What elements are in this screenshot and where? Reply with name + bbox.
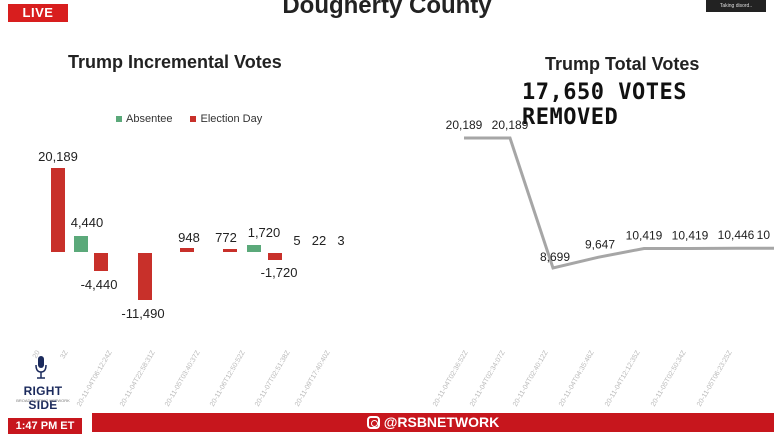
- total-x-tick-1: 20-11-04T02:34:07Z: [469, 349, 507, 408]
- incremental-x-tick-4: 20-11-05T03:40:37Z: [164, 349, 202, 408]
- time-badge: 1:47 PM ET: [8, 418, 82, 434]
- total-x-tick-6: 20-11-05T06:23:25Z: [696, 349, 734, 408]
- logo-text: RIGHT SIDE: [23, 384, 63, 412]
- total-point-label-4: 10,419: [626, 229, 663, 243]
- ticker-handle-text: @RSBNETWORK: [383, 414, 500, 430]
- total-point-label-7: 10: [757, 228, 771, 242]
- incremental-bar-label-0: 20,189: [38, 149, 78, 164]
- microphone-icon: [35, 356, 47, 379]
- incremental-bar-7: [268, 253, 282, 260]
- incremental-x-tick-7: 20-11-09T17:40:40Z: [294, 349, 332, 408]
- total-point-label-6: 10,446: [718, 228, 755, 242]
- ticker-bar: @RSBNETWORK: [92, 413, 774, 432]
- page-title: Dougherty County: [282, 0, 492, 19]
- incremental-x-tick-1: 3Z: [60, 349, 71, 360]
- rsbn-logo: RIGHT SIDE BROADCASTING NETWORK: [6, 356, 78, 426]
- incremental-bar-label-5: 772: [215, 230, 237, 245]
- live-badge: LIVE: [8, 4, 68, 22]
- legend-item-absentee: Absentee: [116, 113, 172, 125]
- incremental-bar-5: [223, 249, 237, 252]
- legend-item-election-day: Election Day: [190, 113, 262, 125]
- total-x-tick-0: 20-11-04T02:36:52Z: [432, 349, 470, 408]
- incremental-chart-title: Trump Incremental Votes: [68, 52, 282, 72]
- incremental-bar-label-7: -1,720: [261, 265, 298, 280]
- incremental-bar-label-4: 948: [178, 230, 200, 245]
- total-votes-line: [464, 136, 774, 270]
- logo-subtext: BROADCASTING NETWORK: [16, 398, 70, 403]
- total-point-label-1: 20,189: [492, 118, 529, 132]
- incremental-bar-label-10: 3: [337, 233, 344, 248]
- instagram-icon: [366, 416, 380, 429]
- ticker-handle[interactable]: @RSBNETWORK: [92, 413, 774, 432]
- incremental-bar-label-9: 22: [312, 233, 326, 248]
- total-x-tick-2: 20-11-04T02:40:12Z: [512, 349, 550, 408]
- total-x-tick-3: 20-11-04T04:35:46Z: [558, 349, 596, 408]
- election-day-swatch: [190, 116, 197, 122]
- incremental-x-tick-3: 20-11-04T22:58:31Z: [119, 349, 157, 408]
- total-x-tick-4: 20-11-04T12:12:35Z: [604, 349, 642, 408]
- total-point-label-0: 20,189: [446, 118, 483, 132]
- corner-caption: Taking disord..: [706, 0, 766, 12]
- total-point-label-3: 9,647: [585, 237, 615, 251]
- total-point-label-5: 10,419: [672, 229, 709, 243]
- legend-label-election-day: Election Day: [200, 113, 263, 125]
- incremental-x-tick-6: 20-11-07T02:51:38Z: [254, 349, 292, 408]
- incremental-bar-label-1: 4,440: [71, 215, 104, 230]
- incremental-x-tick-2: 20-11-04T06:12:24Z: [76, 349, 114, 408]
- incremental-bar-4: [180, 248, 194, 252]
- incremental-bar-label-3: -11,490: [121, 306, 164, 321]
- total-x-tick-5: 20-11-05T02:50:34Z: [650, 349, 688, 408]
- incremental-bar-0: [51, 168, 65, 252]
- total-point-label-2: 8,699: [540, 250, 570, 264]
- incremental-bar-3: [138, 253, 152, 300]
- incremental-bar-label-6: 1,720: [248, 225, 281, 240]
- votes-removed-headline: 17,650 VOTES REMOVED: [522, 80, 687, 130]
- incremental-bar-label-2: -4,440: [81, 277, 118, 292]
- incremental-bar-2: [94, 253, 108, 271]
- incremental-x-tick-5: 20-11-06T12:50:52Z: [209, 349, 247, 408]
- total-chart-title: Trump Total Votes: [545, 54, 700, 74]
- charts-svg: 20,189 4,440 -4,440-11,490 948 772 1,720 -1,72…: [32, 118, 774, 408]
- absentee-swatch: [116, 116, 122, 122]
- incremental-bar-label-8: 5: [293, 233, 300, 248]
- legend-label-absentee: Absentee: [126, 113, 173, 125]
- incremental-x-tick-0: 20: [32, 349, 42, 359]
- chart-legend: Absentee Election Day: [116, 113, 262, 125]
- incremental-bar-1: [74, 236, 88, 252]
- incremental-bar-6: [247, 245, 261, 252]
